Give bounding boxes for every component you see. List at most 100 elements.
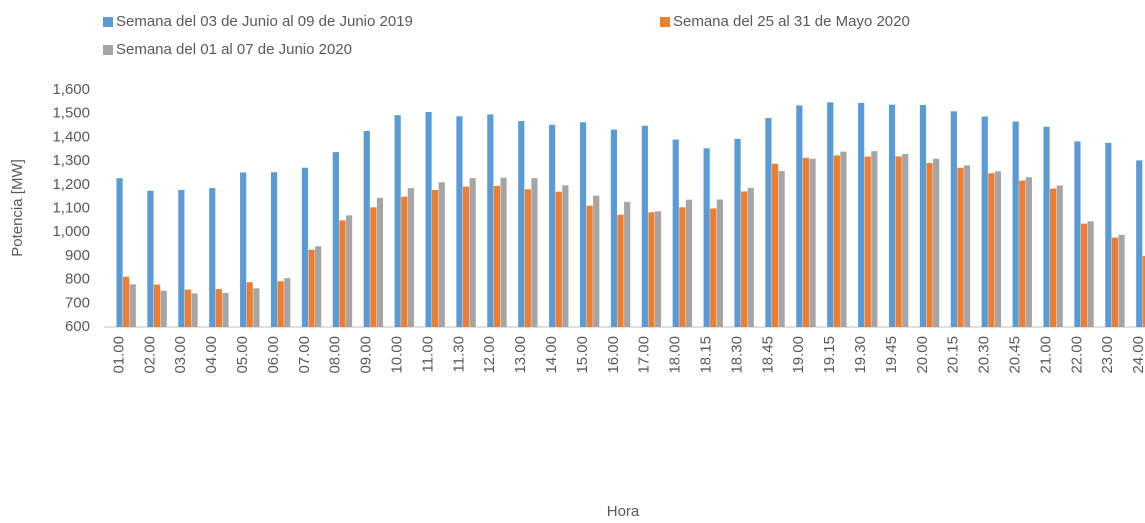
bar [734,138,741,327]
bar [456,116,463,327]
bar [895,156,902,327]
x-tick-label: 24.00 [1130,336,1145,374]
bar [222,292,229,327]
bar [123,276,130,327]
bar [641,125,648,327]
x-tick-label: 19.15 [821,336,838,374]
bar [394,115,401,327]
bar [1025,177,1032,327]
y-axis-label: Potencia [MW] [9,159,26,257]
x-tick-label: 19.30 [852,336,869,374]
bar [469,178,476,327]
bar [871,151,878,327]
bar [933,158,940,327]
bar [888,104,896,327]
bar [215,289,222,327]
y-tick-label: 1,400 [52,128,90,145]
legend-label: Semana del 03 de Junio al 09 de Junio 20… [116,13,413,30]
bar [184,289,192,327]
x-tick-label: 05.00 [234,336,251,374]
bar [672,139,679,327]
bar [858,102,865,327]
bar [1012,121,1019,328]
bar [555,191,562,327]
bar [1087,221,1094,327]
bar [902,153,909,327]
bar [370,207,377,327]
bar [246,282,253,327]
bar [624,201,631,327]
bar [147,190,154,327]
bar [586,205,593,327]
bar [957,167,964,327]
bar [1142,255,1145,327]
bar [703,148,710,327]
legend-label: Semana del 01 al 07 de Junio 2020 [116,41,352,58]
bar [339,220,346,327]
x-tick-label: 11.30 [450,336,467,372]
x-tick-label: 18.30 [728,336,745,374]
bar [994,171,1002,327]
legend-swatch [660,17,670,27]
bar [716,199,723,327]
y-tick-label: 800 [65,271,90,288]
bar [178,190,185,327]
bar [919,104,927,327]
bar [1019,180,1026,327]
bar [796,105,803,327]
bar [778,171,785,327]
bar [593,195,600,327]
y-tick-label: 600 [65,318,90,335]
bar [462,186,470,327]
legend-label: Semana del 25 al 31 de Mayo 2020 [673,13,910,30]
x-tick-label: 07.00 [296,336,313,374]
x-tick-label: 09.00 [358,336,375,374]
x-tick-label: 04.00 [203,336,220,374]
bar [363,131,370,327]
x-tick-label: 13.00 [512,336,529,374]
bar [345,215,353,327]
x-tick-label: 20.00 [914,336,931,374]
y-tick-label: 700 [65,294,90,311]
x-tick-label: 18.15 [698,336,715,374]
bar [1056,185,1063,327]
x-tick-label: 12.00 [481,336,498,374]
bar [160,290,167,327]
bar [401,196,408,327]
bar [531,178,538,327]
bar [438,182,445,327]
bar [332,152,339,327]
x-tick-label: 15.00 [574,336,591,374]
bar [710,208,717,327]
bar [926,162,933,327]
x-tick-label: 20.15 [945,336,962,374]
bar [277,281,284,327]
x-tick-label: 20.45 [1007,336,1024,374]
bar [240,172,247,327]
x-tick-label: 03.00 [172,336,189,374]
bar [685,199,693,327]
x-tick-label: 21.00 [1037,336,1054,374]
y-tick-label: 1,000 [52,223,90,240]
bar [617,214,624,327]
x-tick-label: 17.00 [636,336,653,374]
bar [963,165,971,327]
bar [610,129,618,327]
x-tick-label: 20.30 [976,336,993,374]
bar [562,185,569,327]
y-tick-label: 1,200 [52,176,90,193]
x-tick-label: 18.45 [759,336,776,374]
x-tick-label: 10.00 [389,336,406,374]
bar [524,189,531,327]
bar [1111,237,1119,327]
bar [308,249,315,327]
bar [747,187,754,327]
bar [549,124,556,328]
x-tick-label: 23.00 [1099,336,1116,374]
bar [1043,126,1050,327]
bar [253,288,260,327]
bar [765,117,772,327]
bar [209,188,216,327]
legend-swatch [103,45,113,55]
